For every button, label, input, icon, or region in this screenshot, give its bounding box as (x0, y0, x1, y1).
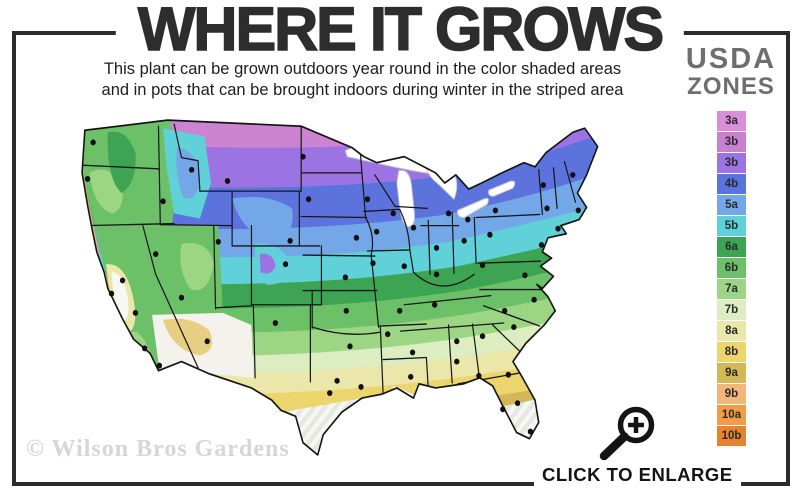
legend-title-usda: USDA (685, 43, 777, 75)
subtitle-line-1: This plant can be grown outdoors year ro… (103, 60, 622, 78)
zone-swatch-9b: 9b (717, 384, 746, 404)
us-outline (81, 119, 599, 456)
page-title: WHERE IT GROWS (115, 0, 685, 60)
zone-swatch-8b: 8b (717, 342, 746, 362)
zone-swatch-3b: 3b (717, 132, 746, 152)
us-zones-map[interactable] (71, 112, 605, 462)
zone-shading (82, 120, 598, 455)
zone-swatch-9a: 9a (717, 363, 746, 383)
zone-swatch-6b: 6b (717, 258, 746, 278)
magnifier-icon[interactable] (590, 404, 664, 466)
zone-swatch-3b: 3b (717, 153, 746, 173)
zone-swatch-4b: 4b (717, 174, 746, 194)
zone-swatch-8a: 8a (717, 321, 746, 341)
subtitle-line-2: and in pots that can be brought indoors … (101, 81, 624, 99)
subtitle: This plant can be grown outdoors year ro… (40, 59, 685, 101)
zone-swatch-5b: 5b (717, 216, 746, 236)
zone-swatch-6a: 6a (717, 237, 746, 257)
legend-title-zones: ZONES (687, 73, 775, 100)
state-borders (82, 123, 577, 395)
zone-swatch-7a: 7a (717, 279, 746, 299)
zone-swatch-5a: 5a (717, 195, 746, 215)
zone-swatches: 3a 3b 3b 4b 5a 5b 6a 6b 7a 7b 8a 8b 9a 9b 10a 10b (717, 111, 746, 447)
zone-swatch-10a: 10a (717, 405, 746, 425)
watermark: © Wilson Bros Gardens (26, 436, 290, 462)
zone-swatch-7b: 7b (717, 300, 746, 320)
zone-swatch-10b: 10b (717, 426, 746, 446)
enlarge-label[interactable]: CLICK TO ENLARGE (534, 464, 741, 486)
city-dots (84, 139, 581, 435)
legend-title: USDA ZONES (672, 44, 790, 99)
zone-swatch-3a: 3a (717, 111, 746, 131)
